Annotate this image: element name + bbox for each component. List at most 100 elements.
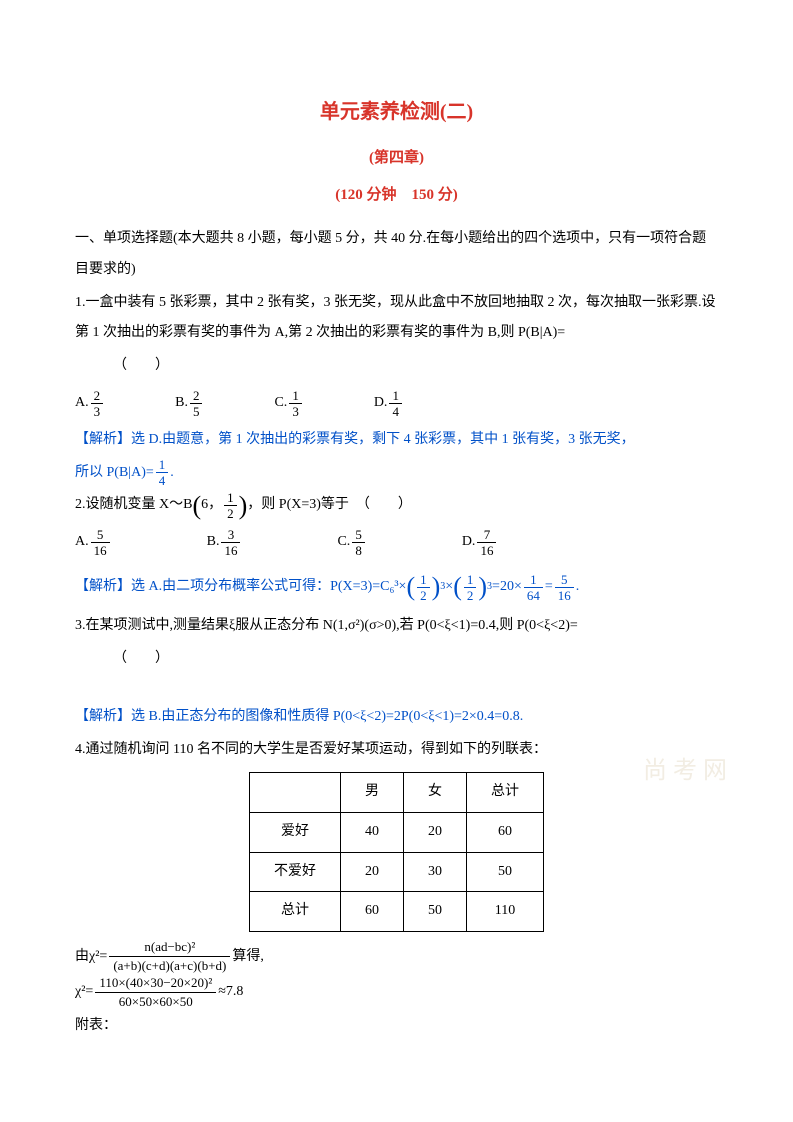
- fraction: 12: [464, 573, 477, 602]
- table-row: 爱好 40 20 60: [250, 812, 544, 852]
- fraction: 23: [91, 389, 104, 418]
- analysis-tag: 【解析】: [75, 709, 131, 724]
- table-row: 总计 60 50 110: [250, 892, 544, 932]
- analysis-tag: 【解析】: [75, 432, 131, 447]
- table-cell: 50: [467, 852, 544, 892]
- contingency-table: 男 女 总计 爱好 40 20 60 不爱好 20 30 50 总计 60 50…: [249, 772, 544, 932]
- chi-post: 算得,: [232, 942, 264, 973]
- q1-blank: （ ）: [75, 351, 718, 382]
- fraction: 516: [91, 528, 110, 557]
- table-cell: 女: [404, 772, 467, 812]
- eq20: =20×: [492, 572, 522, 603]
- fraction: 12: [417, 573, 430, 602]
- q2-opt-b: B.316: [207, 527, 243, 558]
- table-cell: 60: [467, 812, 544, 852]
- chi2-tail: ≈7.8: [218, 977, 243, 1008]
- q3-stem: 3.在某项测试中,测量结果ξ服从正态分布 N(1,σ²)(σ>0),若 P(0<…: [75, 611, 718, 642]
- chapter-subtitle: (第四章): [75, 142, 718, 175]
- chi2-eq: χ²=: [75, 977, 93, 1008]
- page-title: 单元素养检测(二): [75, 90, 718, 134]
- tail-pre: 所以 P(B|A)=: [75, 458, 154, 489]
- fraction: 12: [224, 491, 237, 520]
- table-row: 男 女 总计: [250, 772, 544, 812]
- analysis-body: 选 D.由题意，第 1 次抽出的彩票有奖，剩下 4 张彩票，其中 1 张有奖，3…: [131, 432, 635, 447]
- table-cell: 40: [341, 812, 404, 852]
- chi-formula-line: 由χ²= n(ad−bc)² (a+b)(c+d)(a+c)(b+d) 算得,: [75, 940, 718, 974]
- q1-opt-b: B.25: [175, 388, 204, 419]
- fraction: 716: [477, 528, 496, 557]
- table-cell: 不爱好: [250, 852, 341, 892]
- opt-label: C.: [274, 388, 287, 419]
- q3-analysis: 【解析】选 B.由正态分布的图像和性质得 P(0<ξ<2)=2P(0<ξ<1)=…: [75, 702, 718, 733]
- opt-label: B.: [175, 388, 188, 419]
- fraction: 516: [555, 573, 574, 602]
- opt-label: A.: [75, 527, 89, 558]
- opt-label: D.: [462, 527, 476, 558]
- times-2: ×: [445, 572, 453, 603]
- table-row: 不爱好 20 30 50: [250, 852, 544, 892]
- fraction: 13: [289, 389, 302, 418]
- chi-pre: 由χ²=: [75, 942, 107, 973]
- left-paren-icon: (: [192, 493, 201, 519]
- formula-fraction: 110×(40×30−20×20)² 60×50×60×50: [95, 976, 216, 1010]
- q4-stem: 4.通过随机询问 110 名不同的大学生是否爱好某项运动，得到如下的列联表：: [75, 735, 718, 766]
- table-cell: 30: [404, 852, 467, 892]
- opt-label: B.: [207, 527, 220, 558]
- opt-label: A.: [75, 388, 89, 419]
- q2-stem-pre: 2.设随机变量 X～B: [75, 490, 192, 521]
- right-paren-icon: ): [239, 493, 248, 519]
- table-cell: 50: [404, 892, 467, 932]
- chi-compute-line: χ²= 110×(40×30−20×20)² 60×50×60×50 ≈7.8: [75, 976, 718, 1010]
- table-cell: 60: [341, 892, 404, 932]
- q2-opt-a: A.516: [75, 527, 112, 558]
- q2-stem-post: ，则 P(X=3)等于 （ ）: [247, 490, 412, 521]
- table-cell: 20: [341, 852, 404, 892]
- q2-analysis: 【解析】 选 A.由二项分布概率公式可得：P(X=3)= C₆³ × ( 12 …: [75, 572, 718, 603]
- table-cell: 110: [467, 892, 544, 932]
- dot: .: [576, 572, 580, 603]
- opt-label: D.: [374, 388, 388, 419]
- times-1: ×: [399, 572, 407, 603]
- q2-opt-d: D.716: [462, 527, 499, 558]
- table-cell: [250, 772, 341, 812]
- q1-opt-d: D.14: [374, 388, 404, 419]
- table-cell: 总计: [467, 772, 544, 812]
- opt-label: C.: [337, 527, 350, 558]
- analysis-mid: 选 A.由二项分布概率公式可得：P(X=3)=: [131, 572, 380, 603]
- paren-n: 6，: [201, 490, 222, 521]
- q1-opt-c: C.13: [274, 388, 303, 419]
- eqf: =: [545, 572, 553, 603]
- section-intro: 一、单项选择题(本大题共 8 小题，每小题 5 分，共 40 分.在每小题给出的…: [75, 224, 718, 286]
- formula-fraction: n(ad−bc)² (a+b)(c+d)(a+c)(b+d): [109, 940, 230, 974]
- fraction: 58: [352, 528, 365, 557]
- q2-opt-c: C.58: [337, 527, 366, 558]
- q1-options: A.23 B.25 C.13 D.14: [75, 388, 718, 419]
- right-paren-icon: ): [432, 574, 441, 600]
- q1-analysis: 【解析】选 D.由题意，第 1 次抽出的彩票有奖，剩下 4 张彩票，其中 1 张…: [75, 425, 718, 456]
- fraction: 25: [190, 389, 203, 418]
- analysis-body: 选 B.由正态分布的图像和性质得 P(0<ξ<2)=2P(0<ξ<1)=2×0.…: [131, 709, 523, 724]
- comb-expr: C₆³: [380, 572, 398, 603]
- paren-inner: 6， 12: [201, 490, 239, 521]
- q1-analysis-tail: 所以 P(B|A)= 14 .: [75, 458, 718, 489]
- fraction: 14: [156, 458, 169, 487]
- q2-options: A.516 B.316 C.58 D.716: [75, 527, 718, 558]
- tail-post: .: [170, 458, 174, 489]
- q2-stem: 2.设随机变量 X～B ( 6， 12 ) ，则 P(X=3)等于 （ ）: [75, 490, 718, 521]
- table-cell: 男: [341, 772, 404, 812]
- fraction: 316: [221, 528, 240, 557]
- q1-opt-a: A.23: [75, 388, 105, 419]
- q3-blank: （ ）: [75, 644, 718, 675]
- table-cell: 总计: [250, 892, 341, 932]
- fraction: 164: [524, 573, 543, 602]
- right-paren-icon: ): [478, 574, 487, 600]
- q1-stem: 1.一盒中装有 5 张彩票，其中 2 张有奖，3 张无奖，现从此盒中不放回地抽取…: [75, 288, 718, 350]
- appendix-label: 附表：: [75, 1011, 718, 1042]
- fraction: 14: [389, 389, 402, 418]
- table-cell: 爱好: [250, 812, 341, 852]
- left-paren-icon: (: [406, 574, 415, 600]
- analysis-tag: 【解析】: [75, 572, 131, 603]
- timing-line: (120 分钟 150 分): [75, 179, 718, 212]
- left-paren-icon: (: [453, 574, 462, 600]
- table-cell: 20: [404, 812, 467, 852]
